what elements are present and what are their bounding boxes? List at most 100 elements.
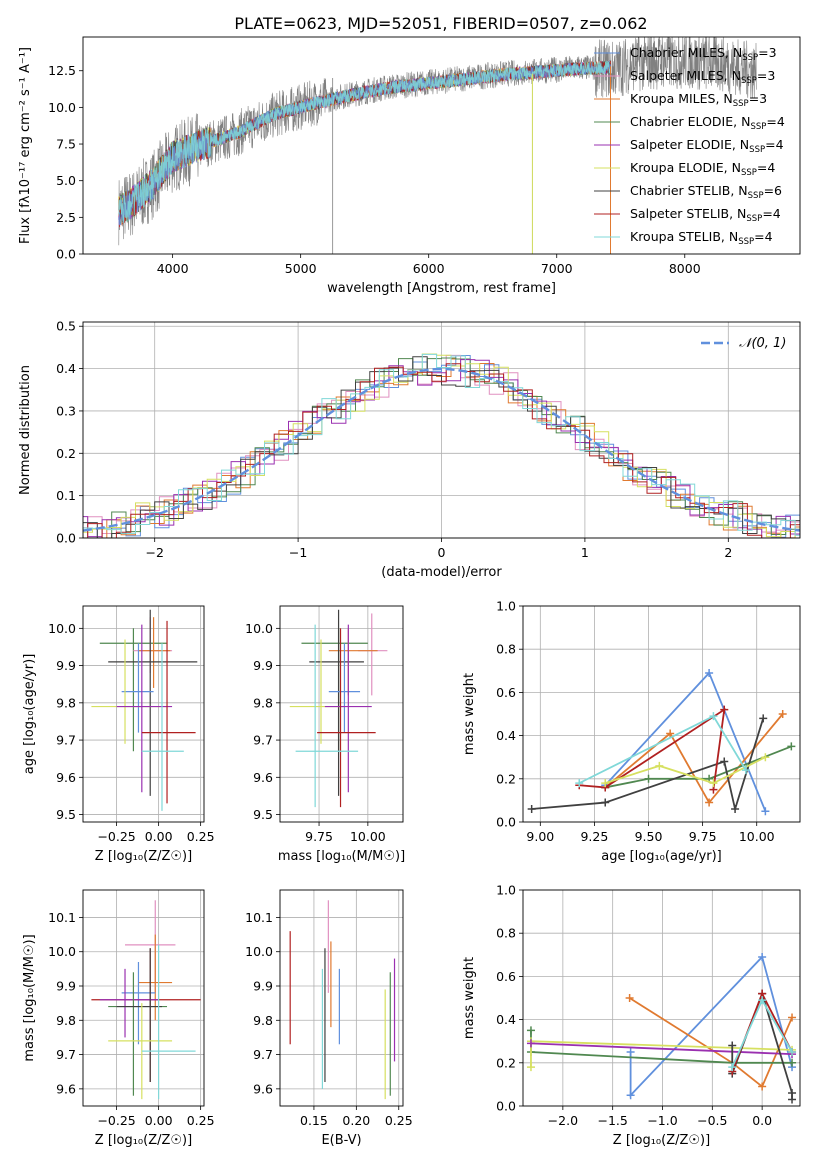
- axes-frame: [82, 321, 801, 539]
- x-tick-label: −2.0: [548, 1113, 578, 1128]
- residual-histogram-kroupa_stelib: [83, 353, 800, 536]
- data-point-marker: [720, 705, 729, 714]
- y-tick-label: 2.5: [56, 210, 76, 225]
- y-tick-label: 9.9: [253, 979, 273, 994]
- x-tick-label: 9.25: [580, 829, 608, 844]
- x-axis-label: Z [log₁₀(Z/Z☉)]: [95, 849, 192, 864]
- y-tick-label: 9.8: [253, 1013, 273, 1028]
- data-point-marker: [788, 1048, 797, 1056]
- x-axis-label: Z [log₁₀(Z/Z☉)]: [95, 1133, 192, 1148]
- x-tick-label: −0.5: [697, 1113, 727, 1128]
- x-tick-label: 9.50: [635, 829, 663, 844]
- y-tick-label: 9.7: [253, 1047, 273, 1062]
- y-tick-label: 0.0: [496, 1099, 516, 1114]
- x-axis-label: mass [log₁₀(M/M☉)]: [278, 849, 405, 864]
- axes-frame: [82, 889, 205, 1107]
- series-line: [530, 1042, 793, 1056]
- legend-label: 𝒩(0, 1): [739, 336, 786, 351]
- model-spectrum-salpeter_stelib: [118, 60, 611, 228]
- y-tick-label: 0.2: [56, 446, 76, 461]
- y-tick-label: 9.7: [253, 733, 273, 748]
- legend-label: Salpeter MILES, NSSP=3: [630, 68, 775, 86]
- plot-area-spectrum: [118, 37, 757, 254]
- x-tick-label: 0.15: [300, 1113, 328, 1128]
- y-tick-label: 0.4: [496, 1012, 516, 1027]
- axes-frame: [522, 889, 801, 1107]
- data-point-marker: [626, 1091, 635, 1100]
- series-line: [629, 997, 793, 1088]
- y-tick-label: 9.8: [253, 695, 273, 710]
- x-axis-label: age [log₁₀(age/yr)]: [601, 849, 722, 864]
- legend-label: Kroupa ELODIE, NSSP=4: [630, 160, 775, 178]
- residual-histogram-kroupa_elodie: [83, 353, 800, 538]
- x-tick-label: 10.00: [350, 829, 386, 844]
- data-point-marker: [761, 807, 770, 816]
- y-tick-label: 0.2: [496, 771, 516, 786]
- x-tick-label: 0.00: [145, 1113, 173, 1128]
- legend: Chabrier MILES, NSSP=3 Salpeter MILES, NS…: [594, 45, 785, 247]
- plot-area-age-vs-mass: [289, 609, 388, 808]
- x-tick-label: 1: [581, 545, 589, 560]
- x-axis-label: (data-model)/error: [381, 565, 502, 580]
- y-tick-label: 9.6: [56, 770, 76, 785]
- y-tick-label: 0.1: [56, 488, 76, 503]
- y-tick-label: 9.6: [56, 1081, 76, 1096]
- legend: 𝒩(0, 1): [701, 336, 786, 351]
- plot-area-mass-vs-ebv: [289, 900, 396, 1100]
- x-tick-label: 0: [438, 545, 446, 560]
- y-tick-label: 0.8: [496, 642, 516, 657]
- x-tick-label: 7000: [541, 261, 573, 276]
- axes-frame: [279, 605, 404, 823]
- panel-mass-vs-ebv: 0.15 0.20 0.25 9.6 9.7 9.8 9.9 10.0 10.1 E(B-V): [245, 889, 413, 1148]
- data-point-marker: [601, 798, 610, 807]
- axes-frame: [279, 889, 404, 1107]
- data-point-marker: [728, 1063, 737, 1072]
- data-point-marker: [655, 761, 664, 770]
- series-line: [579, 707, 726, 790]
- data-point-marker: [705, 668, 714, 677]
- y-tick-label: 0.0: [496, 815, 516, 830]
- data-point-marker: [705, 798, 714, 807]
- x-tick-label: 6000: [413, 261, 445, 276]
- y-tick-label: 5.0: [56, 173, 76, 188]
- residual-histogram-chabrier_stelib: [83, 356, 800, 538]
- data-point-marker: [709, 779, 718, 788]
- y-tick-label: 10.0: [48, 621, 76, 636]
- y-axis-label: Normed distribution: [18, 365, 33, 495]
- data-point-marker: [787, 742, 796, 751]
- data-point-marker: [720, 757, 729, 766]
- plot-area-residuals: [83, 353, 800, 538]
- x-axis-label: E(B-V): [321, 1133, 361, 1148]
- data-point-marker: [788, 1058, 797, 1067]
- y-tick-label: 9.7: [56, 733, 76, 748]
- panel-weight-vs-z: −2.0 −1.5 −1.0 −0.5 0.0 0.0 0.2 0.4 0.6 0.8 1.0 Z […: [462, 883, 801, 1148]
- y-axis-label: mass weight: [462, 673, 477, 755]
- model-spectrum-kroupa_stelib: [118, 60, 611, 224]
- data-point-marker: [526, 1026, 535, 1035]
- y-tick-label: 10.0: [48, 944, 76, 959]
- data-point-marker: [526, 1063, 535, 1072]
- data-point-marker: [778, 710, 787, 718]
- y-axis-label: mass weight: [462, 957, 477, 1039]
- legend-label: Kroupa STELIB, NSSP=4: [630, 229, 773, 247]
- y-tick-label: 9.5: [253, 807, 273, 822]
- y-tick-label: 9.9: [56, 658, 76, 673]
- y-tick-label: 1.0: [496, 599, 516, 614]
- x-tick-label: 0.25: [187, 829, 215, 844]
- x-tick-label: 8000: [669, 261, 701, 276]
- data-point-marker: [758, 996, 767, 1005]
- residual-histogram-salpeter_miles: [83, 354, 800, 534]
- plot-area-weight-vs-age: [527, 668, 796, 816]
- x-tick-label: 4000: [157, 261, 189, 276]
- plot-area-weight-vs-z: [526, 952, 797, 1104]
- y-tick-label: 0.0: [56, 247, 76, 262]
- x-tick-label: 9.75: [689, 829, 717, 844]
- x-tick-label: 2: [724, 545, 732, 560]
- y-tick-label: 10.1: [245, 910, 273, 925]
- y-tick-label: 9.6: [253, 1081, 273, 1096]
- plot-area-mass-vs-z: [91, 900, 201, 1100]
- legend-label: Chabrier ELODIE, NSSP=4: [630, 114, 785, 132]
- legend-label: Salpeter STELIB, NSSP=4: [630, 206, 781, 224]
- y-tick-label: 9.8: [56, 1013, 76, 1028]
